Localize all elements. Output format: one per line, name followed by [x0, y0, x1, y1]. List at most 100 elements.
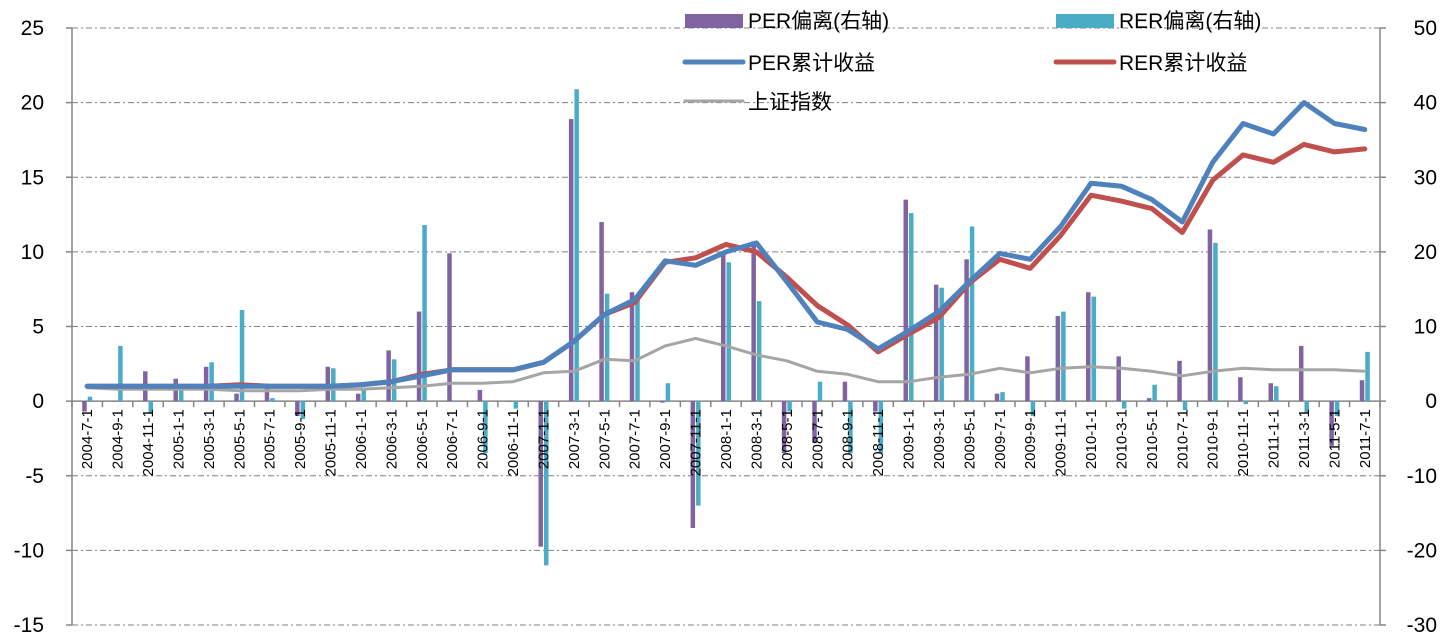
bar-per-deviation [112, 401, 118, 402]
right-tick-label: -10 [1407, 465, 1437, 488]
x-tick-label: 2011-7-1 [1357, 409, 1374, 468]
x-tick-label: 2004-9-1 [110, 409, 127, 469]
legend-label-shanghai-index: 上证指数 [748, 91, 832, 114]
bar-per-deviation [1359, 380, 1365, 402]
tick-labels: -15 -10 -5 0 5 10 15 20 25 -30 -20 -10 0 10 20 30 40 50 20… [14, 17, 1437, 637]
bar-rer-deviation [1243, 401, 1249, 405]
bar-rer-deviation [909, 213, 914, 402]
bar-rer-deviation [422, 225, 427, 402]
bar-rer-deviation [1365, 351, 1370, 402]
bar-per-deviation [1025, 356, 1030, 402]
bar-rer-deviation [300, 401, 306, 420]
bar-rer-deviation [787, 401, 792, 412]
x-tick-label: 2006-9-1 [475, 409, 492, 469]
x-tick-label: 2010-11-1 [1235, 409, 1252, 476]
bar-per-deviation [1146, 398, 1152, 402]
x-tick-label: 2004-11-1 [140, 409, 157, 476]
x-tick-label: 2009-11-1 [1053, 409, 1070, 476]
bar-per-deviation [1116, 356, 1121, 402]
bar-per-deviation [1329, 401, 1334, 446]
bar-rer-deviation [543, 401, 549, 566]
bar-rer-deviation [1182, 401, 1188, 411]
bar-rer-deviation [178, 386, 184, 402]
x-tick-label: 2006-3-1 [383, 409, 400, 469]
x-tick-label: 2009-1-1 [901, 409, 918, 469]
bar-per-deviation [994, 393, 1000, 402]
left-tick-label: -5 [25, 465, 44, 488]
bar-per-deviation [568, 119, 574, 402]
bar-rer-deviation [817, 381, 823, 402]
bar-rer-deviation [726, 262, 731, 402]
bar-rer-deviation [1030, 401, 1036, 417]
x-tick-label: 2004-7-1 [79, 409, 96, 469]
bar-per-deviation [721, 251, 726, 402]
bar-per-deviation [1055, 316, 1061, 402]
x-tick-label: 2006-5-1 [414, 409, 431, 469]
bar-rer-deviation [1334, 401, 1340, 417]
axes [66, 27, 1386, 626]
x-tick-label: 2008-11-1 [870, 409, 887, 476]
legend-label-per-cumulative: PER累计收益 [748, 52, 875, 75]
bar-rer-deviation [604, 293, 610, 402]
bar-rer-deviation [635, 299, 640, 402]
bar-per-deviation [629, 292, 635, 402]
bar-rer-deviation [148, 401, 154, 414]
lines [84, 100, 1368, 393]
x-tick-label: 2008-3-1 [748, 409, 765, 469]
left-tick-label: -10 [14, 539, 44, 562]
x-tick-label: 2010-1-1 [1083, 409, 1100, 469]
bar-per-deviation [660, 401, 665, 403]
x-tick-label: 2010-9-1 [1205, 409, 1222, 469]
x-tick-label: 2005-7-1 [262, 409, 279, 469]
legend-swatch-rer-deviation [1056, 14, 1114, 28]
bar-per-deviation [599, 222, 604, 402]
x-tick-label: 2007-11-1 [688, 409, 705, 476]
bar-rer-deviation [1121, 401, 1127, 409]
bar-per-deviation [1298, 345, 1304, 402]
x-tick-label: 2009-7-1 [992, 409, 1009, 469]
bar-rer-deviation [1061, 311, 1066, 402]
bar-rer-deviation [361, 387, 366, 402]
x-tick-label: 2009-5-1 [961, 409, 978, 469]
x-tick-label: 2011-1-1 [1266, 409, 1283, 468]
legend-label-per-deviation: PER偏离(右轴) [748, 10, 889, 33]
line-per-cumulative [84, 100, 1368, 389]
x-tick-label: 2009-3-1 [931, 409, 948, 469]
bar-per-deviation [1268, 383, 1274, 402]
legend: PER偏离(右轴) RER偏离(右轴) PER累计收益 RER累计收益 上证指数 [682, 10, 1261, 114]
x-tick-label: 2006-11-1 [505, 409, 522, 476]
bar-per-deviation [447, 253, 452, 402]
bar-per-deviation [355, 393, 361, 402]
bar-rer-deviation [878, 401, 884, 454]
x-tick-label: 2008-1-1 [718, 409, 735, 469]
x-tick-label: 2011-3-1 [1296, 409, 1313, 468]
bar-per-deviation [1177, 360, 1182, 402]
bar-rer-deviation [1000, 392, 1005, 402]
bar-rer-deviation [513, 401, 519, 409]
x-tick-label: 2005-1-1 [170, 409, 187, 469]
bar-per-deviation [234, 393, 239, 402]
left-tick-label: 10 [21, 241, 44, 264]
left-tick-label: 25 [21, 17, 44, 40]
left-tick-label: 5 [32, 316, 44, 339]
bar-per-deviation [903, 199, 909, 402]
x-tick-label: 2011-5-1 [1326, 409, 1343, 468]
line-rer-cumulative [84, 141, 1368, 389]
bar-per-deviation [82, 401, 87, 412]
bar-rer-deviation [239, 310, 245, 402]
x-tick-label: 2008-7-1 [809, 409, 826, 469]
left-tick-label: 0 [32, 390, 44, 413]
bar-per-deviation [751, 241, 756, 402]
bar-per-deviation [538, 401, 543, 547]
bar-rer-deviation [756, 301, 762, 402]
right-tick-label: 40 [1414, 92, 1437, 115]
bar-per-deviation [1238, 377, 1243, 402]
bar-rer-deviation [1274, 386, 1279, 402]
x-tick-label: 2008-5-1 [779, 409, 796, 469]
x-tick-label: 2010-3-1 [1113, 409, 1130, 469]
bar-per-deviation [508, 401, 513, 402]
legend-swatch-per-deviation [685, 14, 743, 28]
x-tick-label: 2007-1-1 [535, 409, 552, 469]
x-tick-label: 2007-9-1 [657, 409, 674, 469]
bar-rer-deviation [1152, 384, 1157, 402]
